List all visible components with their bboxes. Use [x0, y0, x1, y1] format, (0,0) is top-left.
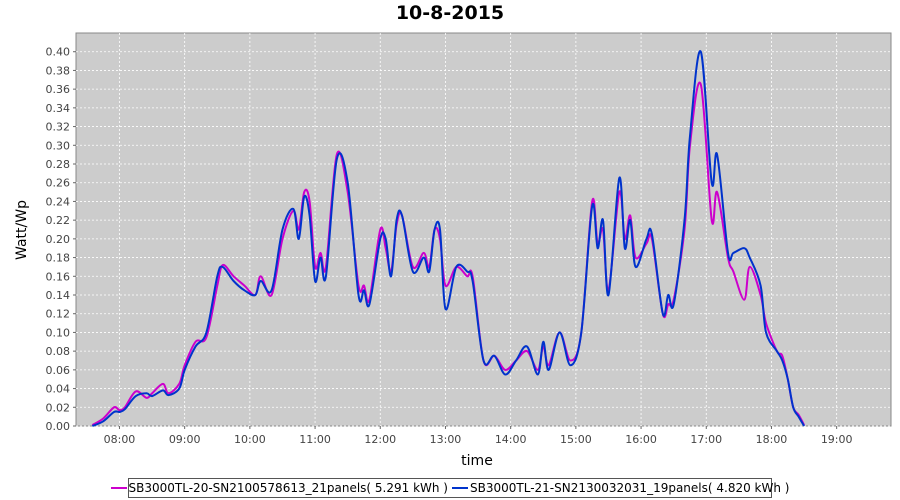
legend-item-series-2: SB3000TL-21-SN2130032031_19panels( 4.820… — [452, 481, 789, 495]
x-tick-label: 18:00 — [756, 433, 788, 446]
y-tick-label: 0.28 — [46, 158, 71, 171]
y-tick-label: 0.20 — [46, 233, 71, 246]
y-axis-label: Watt/Wp — [14, 200, 30, 260]
x-tick-label: 13:00 — [430, 433, 462, 446]
y-tick-label: 0.32 — [46, 121, 71, 134]
series-line-2 — [91, 50, 805, 427]
x-axis-label: time — [461, 453, 493, 469]
x-tick-label: 19:00 — [821, 433, 853, 446]
y-axis: 0.00 0.02 0.04 0.06 0.08 0.10 0.12 0.14 0.16 0.18… — [46, 46, 76, 433]
grid-lines — [76, 33, 891, 427]
y-tick-label: 0.14 — [46, 289, 71, 302]
y-tick-label: 0.22 — [46, 214, 71, 227]
y-tick-label: 0.18 — [46, 252, 71, 265]
y-tick-label: 0.12 — [46, 308, 71, 321]
y-tick-label: 0.08 — [46, 345, 71, 358]
x-tick-label: 11:00 — [299, 433, 331, 446]
legend: SB3000TL-20-SN2100578613_21panels( 5.291… — [110, 478, 789, 498]
x-tick-label: 10:00 — [234, 433, 266, 446]
legend-label-series-2: SB3000TL-21-SN2130032031_19panels( 4.820… — [470, 481, 790, 495]
x-axis: 08:00 09:00 10:00 11:00 12:00 13:00 14:00 15:00… — [104, 426, 853, 446]
x-tick-label: 15:00 — [560, 433, 592, 446]
y-tick-label: 0.02 — [46, 401, 71, 414]
series-layer — [91, 50, 805, 427]
y-tick-label: 0.00 — [46, 420, 71, 433]
legend-swatch-magenta — [110, 487, 127, 489]
y-tick-label: 0.06 — [46, 364, 71, 377]
legend-label-series-1: SB3000TL-20-SN2100578613_21panels( 5.291… — [128, 481, 448, 495]
chart-title: 10-8-2015 — [395, 2, 505, 24]
x-tick-label: 12:00 — [364, 433, 396, 446]
y-tick-label: 0.40 — [46, 46, 71, 59]
y-tick-label: 0.16 — [46, 270, 71, 283]
y-tick-label: 0.36 — [46, 83, 71, 96]
y-tick-label: 0.10 — [46, 326, 71, 339]
x-tick-label: 09:00 — [169, 433, 201, 446]
legend-swatch-blue — [452, 487, 468, 489]
legend-item-series-1: SB3000TL-20-SN2100578613_21panels( 5.291… — [110, 481, 448, 495]
x-tick-label: 08:00 — [104, 433, 136, 446]
x-tick-label: 14:00 — [495, 433, 527, 446]
x-tick-label: 17:00 — [690, 433, 722, 446]
y-tick-label: 0.04 — [46, 383, 71, 396]
y-tick-label: 0.34 — [46, 102, 71, 115]
y-tick-label: 0.26 — [46, 177, 71, 190]
x-tick-label: 16:00 — [625, 433, 657, 446]
y-tick-label: 0.24 — [46, 195, 71, 208]
y-tick-label: 0.38 — [46, 64, 71, 77]
y-tick-label: 0.30 — [46, 139, 71, 152]
plot-area — [75, 32, 892, 427]
